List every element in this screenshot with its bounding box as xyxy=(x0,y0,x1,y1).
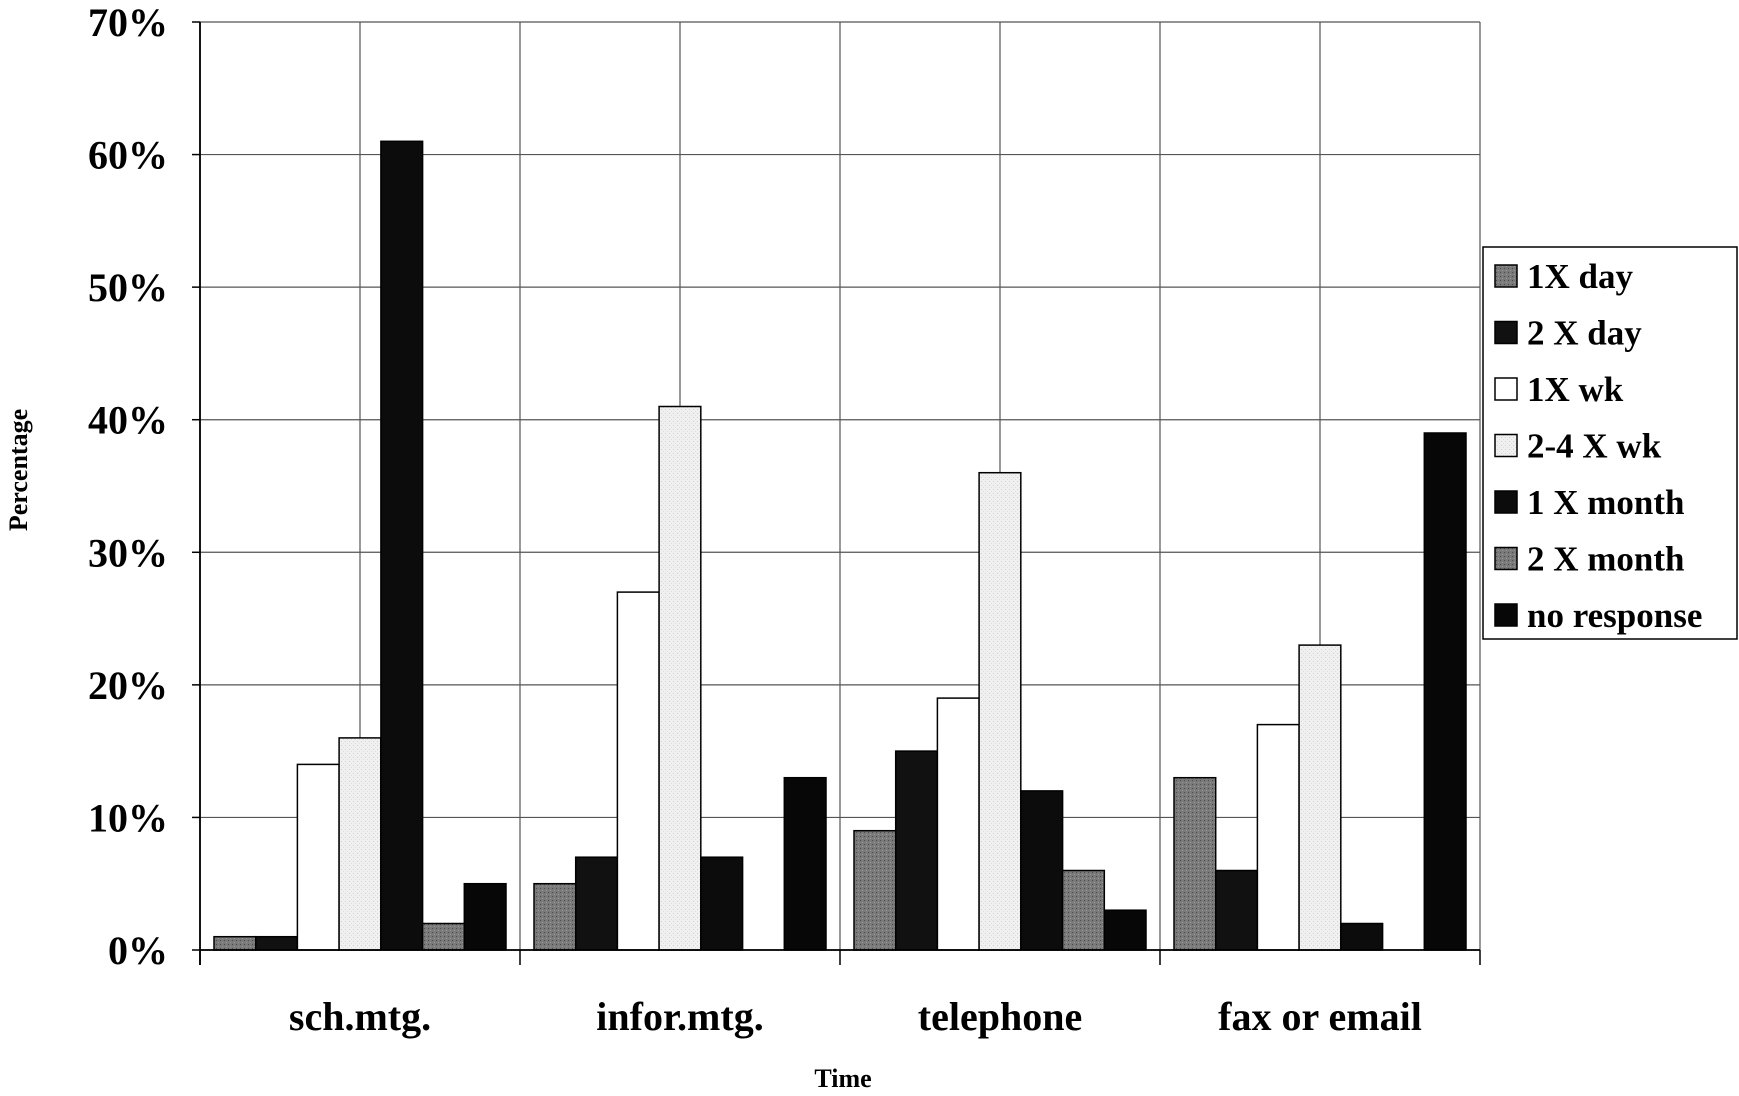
legend-swatch xyxy=(1494,433,1518,458)
bar-no-response-2 xyxy=(1103,909,1147,951)
bar-1x-wk-1 xyxy=(616,591,660,951)
legend-label: 2 X day xyxy=(1527,314,1642,353)
x-tick-label: telephone xyxy=(918,994,1082,1039)
bar-2-4-x-wk-0 xyxy=(338,737,382,951)
bar-1-x-month-2 xyxy=(1020,790,1064,951)
legend-swatch xyxy=(1494,320,1518,345)
legend-label: 2-4 X wk xyxy=(1527,427,1662,466)
legend-label: 1X day xyxy=(1527,257,1633,296)
bar-2-4-x-wk-3 xyxy=(1298,644,1342,951)
y-tick-label: 20% xyxy=(88,663,168,708)
y-tick-label: 40% xyxy=(88,398,168,443)
y-tick-label: 60% xyxy=(88,133,168,178)
bar-2-4-x-wk-1 xyxy=(658,405,702,951)
legend-swatch xyxy=(1494,603,1518,627)
y-tick-label: 70% xyxy=(88,0,168,45)
legend-label: 1 X month xyxy=(1527,483,1685,522)
y-axis-title: Percentage xyxy=(4,409,33,531)
axes xyxy=(192,21,1481,965)
legend-swatch xyxy=(1494,490,1518,514)
bar-no-response-0 xyxy=(463,882,507,951)
bar-1x-wk-3 xyxy=(1256,723,1300,951)
bar-1x-wk-2 xyxy=(936,697,980,951)
bar-2-x-day-3 xyxy=(1214,869,1259,951)
bar-2-x-month-2 xyxy=(1061,869,1106,951)
legend: 1X day 2 X day 1X wk 2-4 X wk 1 X month 2 X m… xyxy=(1482,246,1738,640)
y-tick-label: 10% xyxy=(88,795,168,840)
bar-1x-day-3 xyxy=(1173,776,1217,951)
bar-1-x-month-0 xyxy=(380,140,424,951)
x-tick-label: fax or email xyxy=(1218,994,1422,1039)
legend-label: 2 X month xyxy=(1527,540,1685,579)
bar-1x-day-1 xyxy=(533,882,577,951)
bar-1-x-month-1 xyxy=(700,856,744,951)
y-tick-label: 30% xyxy=(88,530,168,575)
bar-no-response-1 xyxy=(783,776,827,951)
y-tick-labels: 0% 10% 20% 30% 40% 50% 60% 70% xyxy=(88,0,168,973)
bars xyxy=(213,140,1467,951)
legend-swatch xyxy=(1494,264,1518,288)
y-tick-label: 0% xyxy=(108,928,168,973)
legend-swatch xyxy=(1494,377,1518,401)
x-tick-label: sch.mtg. xyxy=(289,994,431,1039)
bar-2-x-month-0 xyxy=(421,922,466,951)
bar-1x-wk-0 xyxy=(296,763,340,951)
bar-1x-day-2 xyxy=(853,829,897,951)
y-tick-label: 50% xyxy=(88,265,168,310)
bar-2-x-day-0 xyxy=(254,935,299,951)
x-axis-title: Time xyxy=(814,1064,871,1091)
bar-no-response-3 xyxy=(1423,432,1467,951)
bar-2-x-day-1 xyxy=(574,856,619,951)
x-tick-label: infor.mtg. xyxy=(596,994,763,1039)
bar-1-x-month-3 xyxy=(1340,922,1384,951)
x-tick-labels: sch.mtg. infor.mtg. telephone fax or email xyxy=(289,994,1422,1039)
legend-swatch xyxy=(1494,546,1518,571)
bar-2-x-day-2 xyxy=(894,750,939,951)
bar-2-4-x-wk-2 xyxy=(978,471,1022,951)
legend-label: 1X wk xyxy=(1527,370,1624,409)
legend-label: no response xyxy=(1527,596,1702,635)
legend-box xyxy=(1482,246,1738,640)
bar-1x-day-0 xyxy=(213,935,257,951)
